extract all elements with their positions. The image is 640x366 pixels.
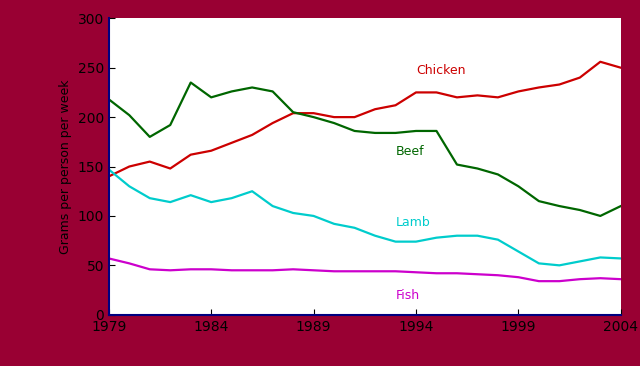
Text: Lamb: Lamb: [396, 216, 430, 229]
Text: Fish: Fish: [396, 289, 420, 302]
Y-axis label: Grams per person per week: Grams per person per week: [59, 79, 72, 254]
Text: Chicken: Chicken: [416, 64, 465, 76]
Text: Beef: Beef: [396, 145, 424, 158]
